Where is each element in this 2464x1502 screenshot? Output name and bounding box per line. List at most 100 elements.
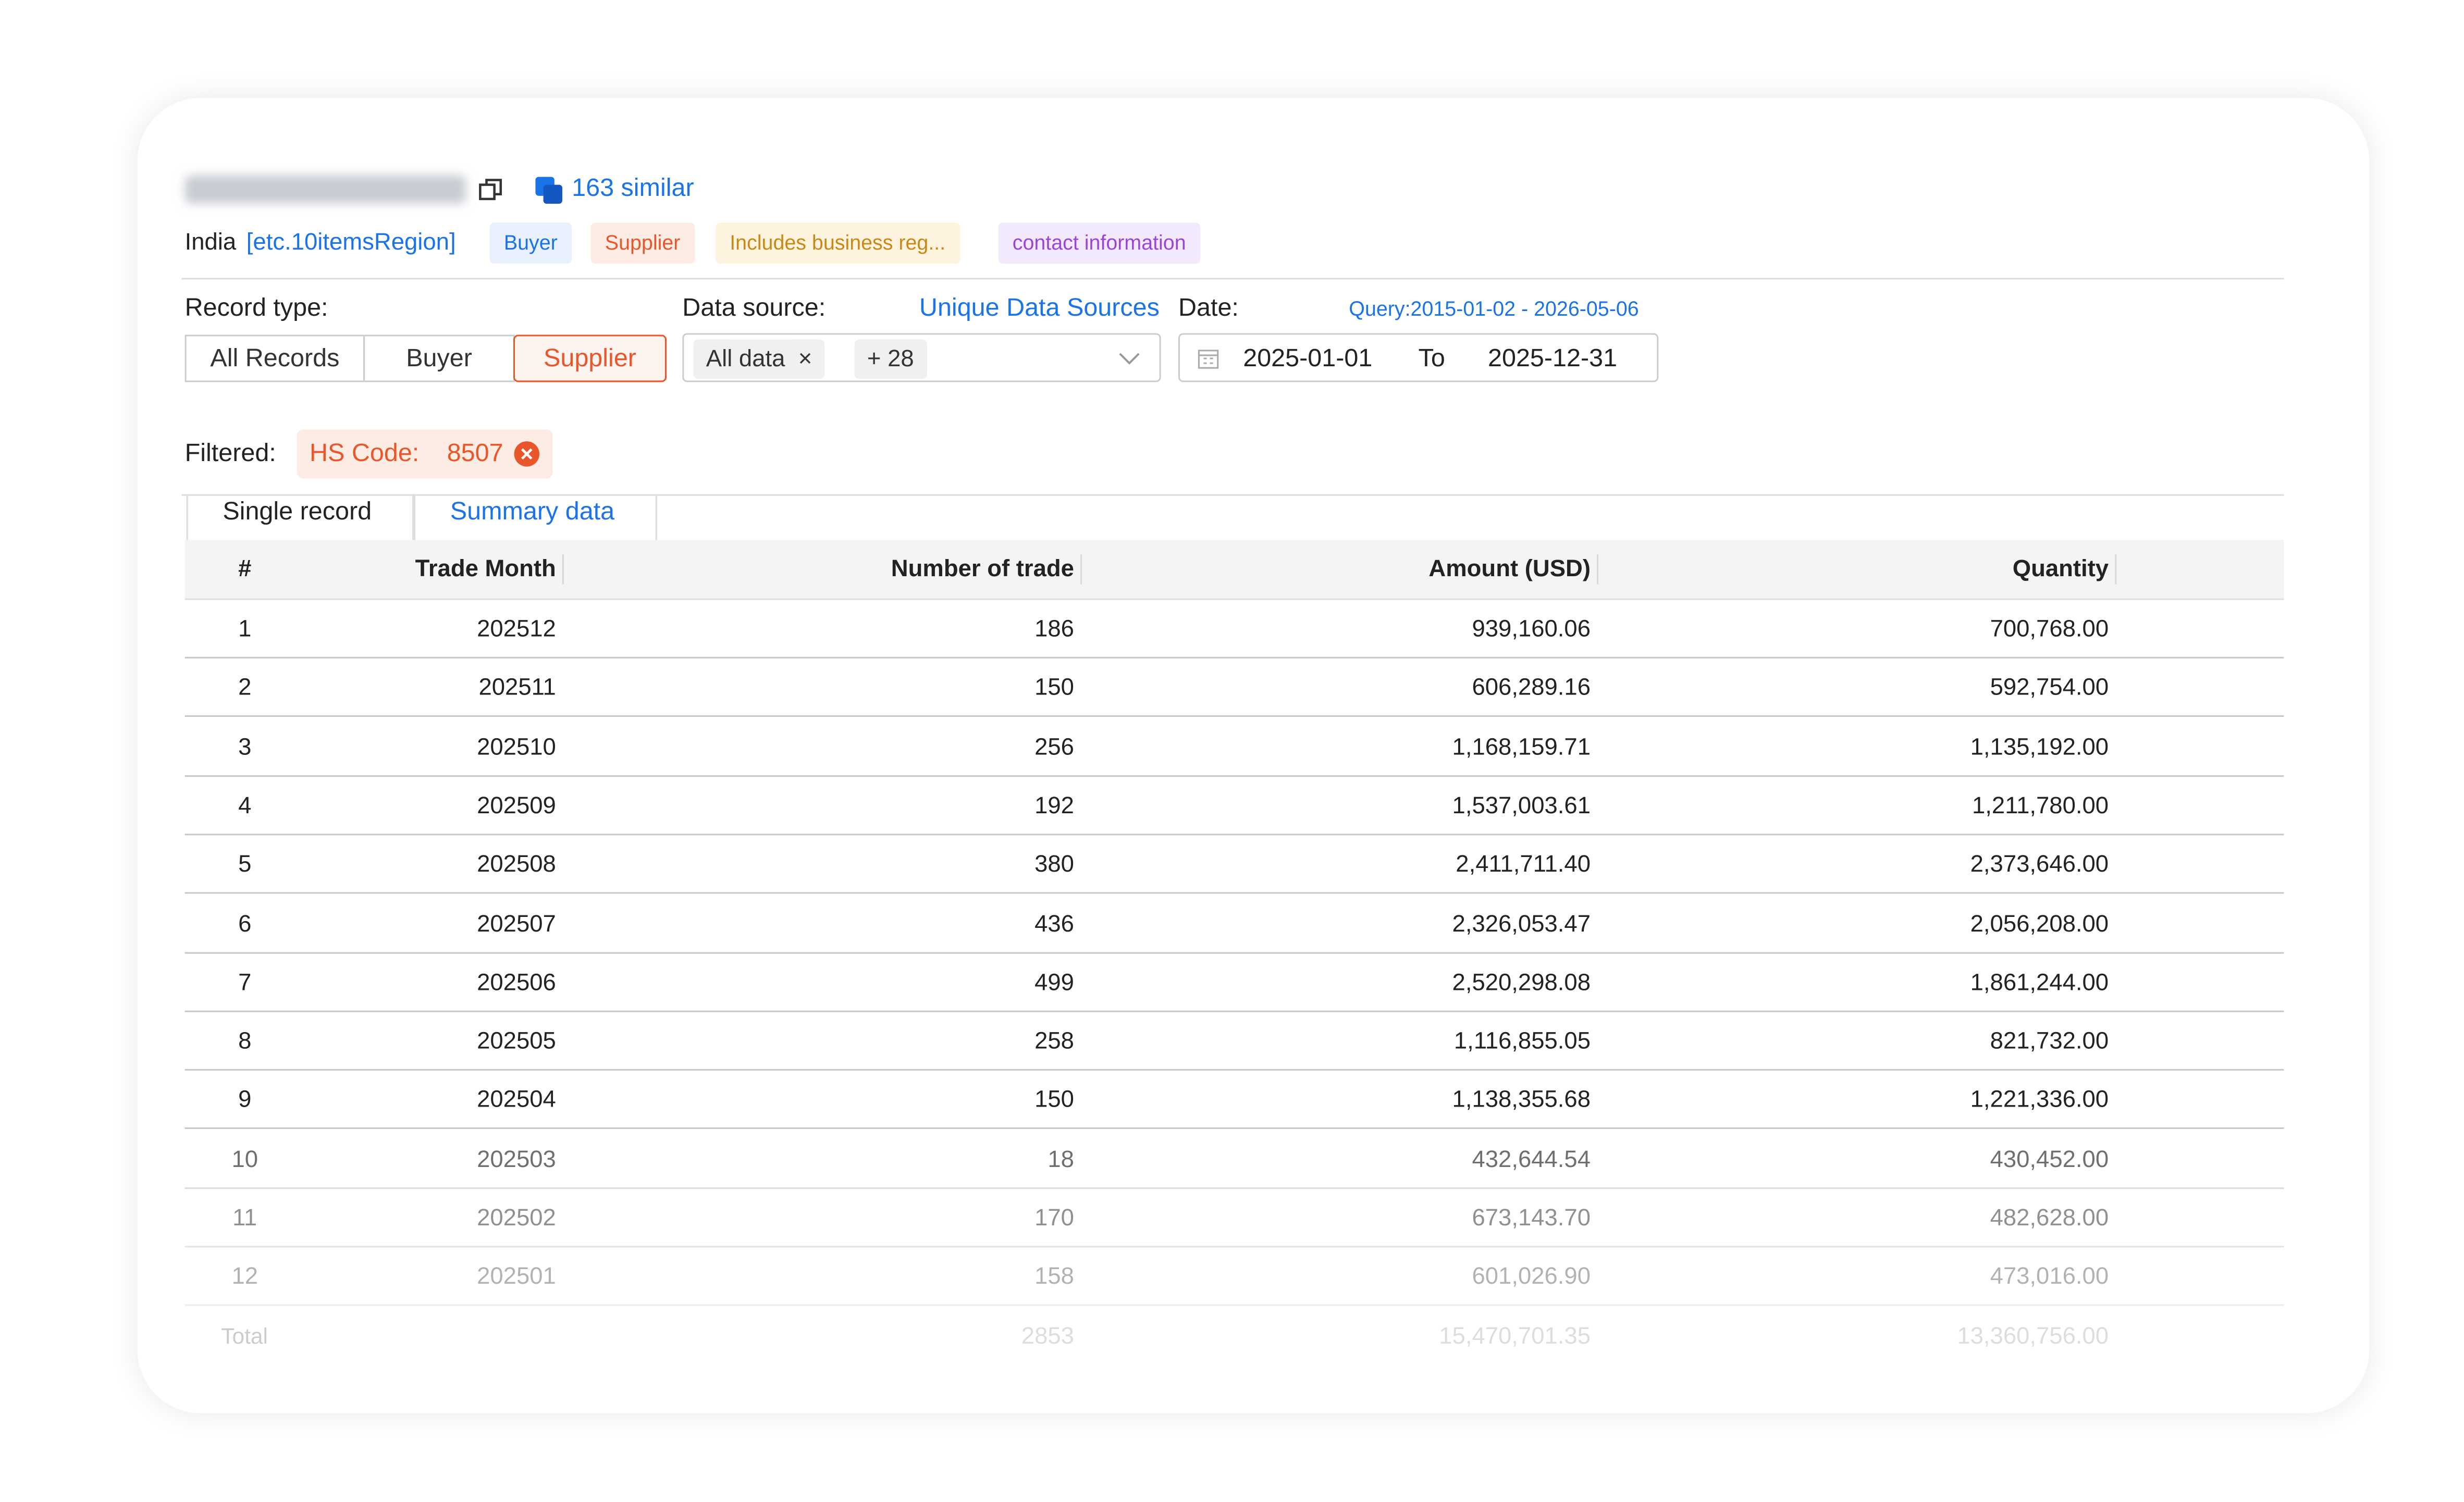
cell: 821,732.00 xyxy=(1990,1028,2109,1055)
chevron xyxy=(1119,353,1140,365)
cell: 1,168,159.71 xyxy=(1452,734,1591,761)
cell: 1,221,336.00 xyxy=(1970,1087,2109,1114)
cell: 700,768.00 xyxy=(1990,616,2109,643)
row-divider xyxy=(184,892,2284,895)
chip: + 28 xyxy=(854,339,927,379)
cell: 8 xyxy=(238,1028,252,1055)
cell: 202510 xyxy=(477,734,556,761)
chip: All data × xyxy=(693,339,825,379)
cell: 473,016.00 xyxy=(1990,1263,2109,1291)
cell: 202502 xyxy=(477,1205,556,1232)
record-type-option[interactable]: All Records xyxy=(184,334,365,382)
divider xyxy=(181,494,2284,496)
cell: 2 xyxy=(238,675,252,702)
cell: 1,211,780.00 xyxy=(1972,792,2109,820)
cell: 150 xyxy=(1034,675,1074,702)
cell: 1,537,003.61 xyxy=(1452,792,1591,820)
row-divider xyxy=(184,833,2284,835)
card xyxy=(137,97,2370,1413)
total-label: Total xyxy=(221,1322,268,1348)
cell: 10 xyxy=(231,1146,258,1173)
tag: Supplier xyxy=(590,222,695,264)
cell: 5 xyxy=(238,851,252,878)
cell: 202503 xyxy=(477,1146,556,1173)
cell: 2,373,646.00 xyxy=(1970,851,2109,878)
label: Date: xyxy=(1178,295,1239,322)
cell: 1,861,244.00 xyxy=(1970,969,2109,996)
column-header: Number of trade xyxy=(891,555,1074,583)
cell: 11 xyxy=(232,1205,257,1232)
cell: 673,143.70 xyxy=(1472,1205,1591,1232)
cell: 202505 xyxy=(477,1028,556,1055)
cell: 256 xyxy=(1034,734,1074,761)
calendar-icon xyxy=(1198,350,1219,369)
record-type-option[interactable]: Buyer xyxy=(363,334,515,382)
total-cell: 15,470,701.35 xyxy=(1439,1322,1591,1350)
region-link[interactable]: [etc.10itemsRegion] xyxy=(246,229,456,256)
data-source-select[interactable] xyxy=(682,333,1161,382)
cell: 432,644.54 xyxy=(1472,1146,1591,1173)
company-name-blurred xyxy=(184,175,466,204)
cell: 158 xyxy=(1034,1263,1074,1291)
divider xyxy=(181,278,2284,280)
tag: Includes business reg... xyxy=(715,222,960,264)
cell: 202507 xyxy=(477,910,556,937)
query-range: Query:2015-01-02 - 2026-05-06 xyxy=(1349,296,1639,321)
cell: 436 xyxy=(1034,910,1074,937)
cell: 606,289.16 xyxy=(1472,675,1591,702)
cell: 2,411,711.40 xyxy=(1456,851,1591,878)
cell: 499 xyxy=(1034,969,1074,996)
cell: 202511 xyxy=(478,675,556,702)
date-to: 2025-12-31 xyxy=(1488,345,1618,373)
column-separator xyxy=(1597,554,1599,585)
tab[interactable] xyxy=(186,494,414,540)
tab-active[interactable] xyxy=(414,494,657,542)
row-divider xyxy=(184,1069,2284,1071)
filter-chip-label: HS Code: xyxy=(310,440,420,468)
table-header xyxy=(184,540,2284,600)
total-cell: 2853 xyxy=(1021,1322,1074,1350)
date-to-label: To xyxy=(1418,345,1445,373)
cell: 202509 xyxy=(477,792,556,820)
row-divider xyxy=(184,774,2284,776)
tab-label: Single record xyxy=(223,499,372,526)
cell: 202504 xyxy=(477,1087,556,1114)
date-from: 2025-01-01 xyxy=(1243,345,1373,373)
tag: contact information xyxy=(998,222,1200,264)
filter-chip xyxy=(297,429,553,479)
column-header: Trade Month xyxy=(415,555,556,583)
cell: 2,056,208.00 xyxy=(1970,910,2109,937)
cell: 1,135,192.00 xyxy=(1970,734,2109,761)
cell: 202506 xyxy=(477,969,556,996)
cell: 2,326,053.47 xyxy=(1452,910,1591,937)
cell: 1,138,355.68 xyxy=(1452,1087,1591,1114)
similar-link[interactable]: 163 similar xyxy=(572,175,694,202)
column-header: Quantity xyxy=(2012,555,2109,583)
cell: 2,520,298.08 xyxy=(1452,969,1591,996)
record-type-option[interactable]: Supplier xyxy=(513,334,667,382)
similar-icon xyxy=(535,177,562,204)
cell: 9 xyxy=(238,1087,252,1114)
unique-link[interactable]: Unique Data Sources xyxy=(919,295,1160,322)
column-header: Amount (USD) xyxy=(1428,555,1591,583)
row-divider xyxy=(184,1246,2284,1248)
cell: 170 xyxy=(1034,1205,1074,1232)
cell: 1,116,855.05 xyxy=(1453,1028,1591,1055)
cell: 1 xyxy=(238,616,252,643)
label: Record type: xyxy=(184,295,328,322)
label: Data source: xyxy=(682,295,826,322)
cell: 186 xyxy=(1034,616,1074,643)
remove-filter[interactable] xyxy=(513,441,540,468)
row-divider xyxy=(184,715,2284,717)
column-separator xyxy=(1080,554,1082,585)
filter-chip-value: 8507 xyxy=(447,440,503,468)
row-divider xyxy=(184,1187,2284,1189)
cell: 3 xyxy=(238,734,252,761)
cell: 202512 xyxy=(477,616,556,643)
label: Filtered: xyxy=(184,440,276,468)
country: India xyxy=(184,229,237,256)
cell: 939,160.06 xyxy=(1472,616,1591,643)
date-picker[interactable] xyxy=(1178,333,1659,382)
copy-icon[interactable] xyxy=(478,177,503,202)
